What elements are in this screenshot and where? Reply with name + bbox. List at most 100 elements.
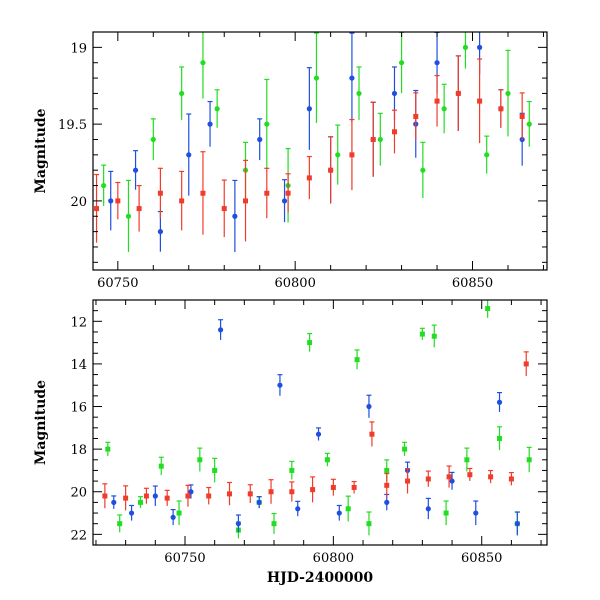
data-point: [243, 198, 249, 204]
data-point: [214, 106, 220, 112]
data-point: [488, 474, 494, 480]
data-point: [310, 487, 316, 493]
data-point: [484, 152, 490, 158]
data-point: [285, 190, 291, 196]
data-point: [264, 121, 270, 127]
data-point: [464, 457, 470, 463]
data-point: [179, 90, 185, 97]
y-tick-label: 20: [70, 195, 87, 210]
plot-area: [102, 300, 532, 539]
data-point: [434, 60, 440, 66]
data-point: [132, 167, 139, 173]
data-point: [328, 167, 334, 173]
data-point: [306, 175, 312, 181]
data-point: [94, 206, 100, 212]
data-point: [369, 431, 375, 437]
bottom-panel: 60750 60800 60850 12 14 16 18 20 22 Magnitude HJD-…: [33, 299, 548, 586]
series-1: [111, 319, 520, 536]
data-point: [391, 90, 398, 97]
data-point: [477, 44, 483, 50]
data-point: [101, 182, 107, 189]
y-tick-label: 19: [70, 41, 87, 56]
data-point: [498, 106, 504, 112]
data-point: [497, 435, 503, 441]
series-0: [105, 300, 532, 539]
data-point: [247, 491, 253, 497]
data-point: [366, 521, 372, 527]
y-tick-label: 19.5: [58, 118, 87, 133]
data-point: [268, 489, 274, 495]
data-point: [473, 510, 479, 516]
data-point: [335, 152, 341, 158]
data-point: [370, 136, 376, 142]
data-point: [377, 136, 383, 143]
data-point: [402, 446, 408, 452]
y-tick-label: 12: [70, 315, 87, 330]
data-point: [212, 467, 218, 473]
data-point: [257, 136, 263, 143]
series-0: [101, 32, 532, 253]
data-point: [226, 491, 232, 497]
x-axis-title: HJD-2400000: [267, 570, 374, 586]
data-point: [505, 90, 511, 97]
x-tick-label: 60850: [452, 276, 493, 291]
data-point: [514, 521, 520, 527]
data-point: [467, 472, 473, 478]
data-point: [398, 60, 405, 66]
data-point: [313, 75, 320, 81]
data-point: [256, 499, 262, 505]
x-tick-label: 60750: [97, 276, 138, 291]
data-point: [186, 152, 192, 158]
data-point: [306, 106, 312, 112]
data-point: [108, 198, 114, 204]
x-tick-label: 60800: [313, 551, 354, 566]
data-point: [200, 60, 206, 66]
data-point: [462, 44, 469, 50]
data-point: [143, 493, 149, 499]
data-point: [289, 467, 295, 473]
data-point: [157, 190, 163, 196]
data-point: [295, 506, 301, 512]
data-point: [281, 198, 288, 204]
data-point: [419, 331, 425, 337]
data-point: [200, 190, 206, 196]
data-point: [271, 521, 277, 527]
data-point: [384, 482, 390, 488]
y-axis-title: Magnitude: [33, 380, 49, 465]
data-point: [125, 213, 132, 219]
y-tick-label: 18: [70, 443, 87, 458]
data-point: [102, 493, 108, 499]
x-tick-label: 60850: [461, 551, 502, 566]
data-point: [485, 306, 491, 312]
data-point: [431, 333, 437, 339]
data-point: [356, 90, 362, 97]
data-point: [207, 121, 213, 127]
data-point: [496, 399, 503, 405]
data-point: [526, 457, 532, 463]
data-point: [185, 493, 191, 499]
data-point: [232, 213, 238, 219]
data-point: [519, 113, 525, 119]
data-point: [152, 493, 158, 499]
data-point: [188, 489, 194, 495]
data-point: [115, 198, 121, 204]
data-point: [384, 467, 390, 473]
data-point: [307, 340, 313, 346]
data-point: [443, 510, 449, 516]
data-point: [405, 478, 411, 484]
data-point: [455, 90, 461, 96]
data-point: [157, 229, 163, 235]
data-point: [384, 499, 390, 505]
data-point: [349, 75, 355, 81]
data-point: [123, 495, 129, 501]
data-point: [425, 476, 431, 482]
data-point: [336, 510, 342, 516]
data-point: [277, 382, 283, 388]
data-point: [434, 98, 440, 104]
y-tick-label: 16: [70, 401, 87, 416]
data-point: [111, 499, 117, 505]
top-panel: 60750 60800 60850 19 19.5 20 Magnitude: [33, 31, 548, 291]
data-point: [235, 521, 241, 527]
data-point: [221, 206, 227, 212]
data-point: [315, 431, 322, 437]
